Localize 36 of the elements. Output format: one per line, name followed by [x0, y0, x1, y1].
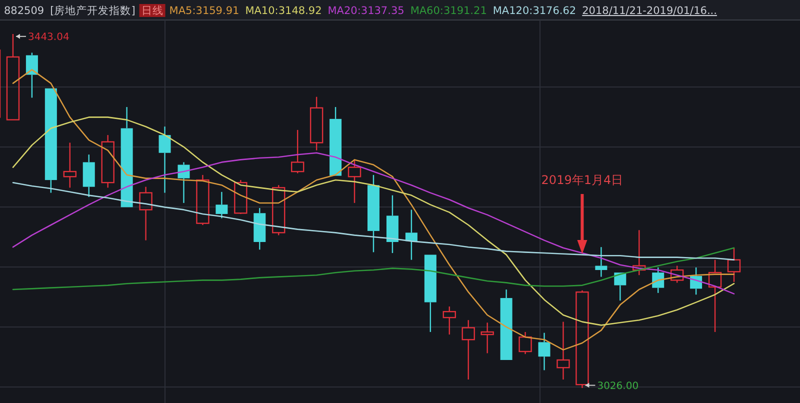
- text: 2018/11/21-2019/01/16...: [582, 5, 717, 17]
- chart-subtitle: [房地产开发指数]: [50, 4, 136, 17]
- candlestick: [26, 52, 38, 98]
- annotation: 3443.04: [28, 32, 70, 43]
- extreme-label: 3026.00: [584, 380, 639, 392]
- candlestick: [120, 106, 133, 208]
- candlestick: [480, 322, 494, 354]
- candlestick: [727, 247, 741, 282]
- text: MA10:3148.92: [245, 5, 322, 17]
- candlestick: [63, 142, 76, 188]
- candlestick: [556, 321, 570, 380]
- candlestick: [367, 174, 380, 253]
- text: MA120:3176.62: [492, 5, 576, 17]
- candlestick: [44, 88, 57, 194]
- chart-title: 882509: [4, 5, 44, 17]
- candlestick: [708, 259, 722, 333]
- text: MA60:3191.21: [410, 5, 487, 17]
- text: MA5:3159.91: [169, 5, 240, 17]
- candlestick: [518, 331, 532, 355]
- candlestick: [538, 332, 550, 371]
- candlestick: [595, 246, 608, 278]
- candlestick: [178, 162, 190, 204]
- candlestick: [330, 106, 342, 176]
- extreme-label: 3443.04: [15, 32, 70, 43]
- candlestick: [424, 254, 436, 333]
- annotation: 3026.00: [597, 380, 639, 392]
- candlestick: [139, 186, 152, 241]
- text: 日线: [141, 4, 164, 17]
- candlestick: [158, 126, 171, 194]
- candlestick: [405, 209, 418, 260]
- candlestick: [386, 194, 398, 254]
- text: MA20:3137.35: [328, 5, 404, 17]
- candlestick: [101, 134, 114, 188]
- candlestick: [500, 288, 512, 360]
- candlestick: [614, 272, 626, 302]
- annotation: 2019年1月4日: [541, 173, 624, 187]
